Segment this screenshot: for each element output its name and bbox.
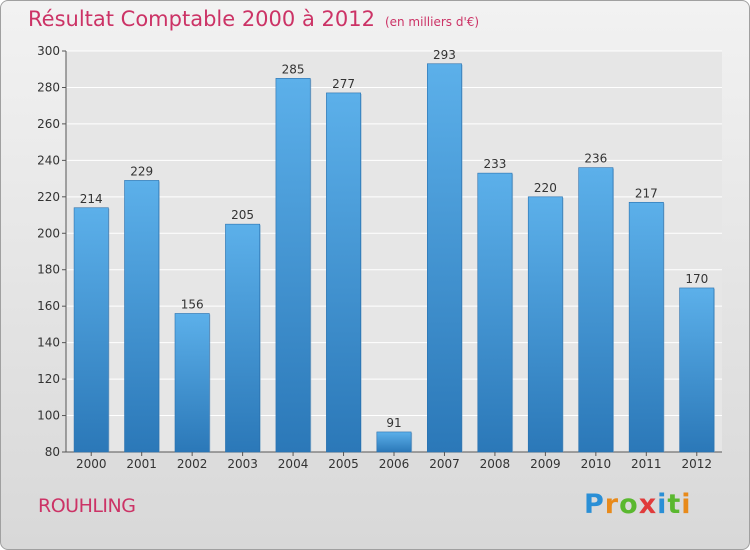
bar [679,287,715,453]
logo-letter: i [657,489,668,520]
bar-value-label: 229 [130,164,153,178]
bar [174,313,210,453]
chart-subtitle: (en milliers d'€) [384,15,480,29]
bar [275,78,311,453]
y-tick-label: 180 [37,263,60,277]
y-tick-label: 160 [37,299,60,313]
y-tick-label: 300 [37,44,60,58]
x-tick-label: 2002 [177,457,208,471]
x-tick-label: 2006 [379,457,410,471]
x-tick-label: 2000 [76,457,107,471]
bar [628,201,664,453]
chart-title: Résultat Comptable 2000 à 2012 (en millie… [28,7,479,31]
bar-value-label: 156 [181,297,204,311]
bar [225,223,261,453]
x-tick-label: 2012 [681,457,712,471]
bar-value-label: 236 [584,152,607,166]
x-tick-label: 2001 [126,457,157,471]
bar-value-label: 217 [635,186,658,200]
y-tick-label: 100 [37,409,60,423]
plot-area [66,51,722,452]
logo-letter: x [638,489,658,520]
y-tick-label: 280 [37,80,60,94]
x-tick-label: 2009 [530,457,561,471]
bar [124,180,160,453]
chart-title-text: Résultat Comptable 2000 à 2012 [28,7,375,31]
logo-letter: r [604,489,620,520]
x-tick-label: 2010 [581,457,612,471]
bar [376,431,412,453]
x-tick-label: 2007 [429,457,460,471]
proxiti-logo: Proxiti [584,489,692,520]
bar-value-label: 233 [483,157,506,171]
x-tick-label: 2003 [227,457,258,471]
bar [527,196,563,453]
y-tick-label: 80 [45,445,60,459]
bar-value-label: 205 [231,208,254,222]
y-tick-label: 140 [37,336,60,350]
x-tick-label: 2008 [480,457,511,471]
y-tick-label: 220 [37,190,60,204]
y-tick-label: 240 [37,153,60,167]
bar-value-label: 214 [80,192,103,206]
x-tick-label: 2005 [328,457,359,471]
y-tick-label: 120 [37,372,60,386]
logo-letter: t [667,489,682,520]
bar-value-label: 220 [534,181,557,195]
bar [477,172,513,453]
bar-value-label: 277 [332,77,355,91]
x-tick-label: 2011 [631,457,662,471]
bar-value-label: 293 [433,48,456,62]
logo-letter: i [681,489,692,520]
y-tick-label: 200 [37,226,60,240]
bar-value-label: 170 [685,272,708,286]
logo-letter: o [619,489,639,520]
y-tick-label: 260 [37,117,60,131]
bar [578,167,614,453]
bar-value-label: 285 [282,62,305,76]
logo-letter: P [584,489,605,520]
bar [427,63,462,453]
bar-value-label: 91 [386,416,401,430]
town-name: ROUHLING [38,495,136,517]
bar [73,207,109,453]
bar [326,92,361,453]
x-tick-label: 2004 [278,457,309,471]
